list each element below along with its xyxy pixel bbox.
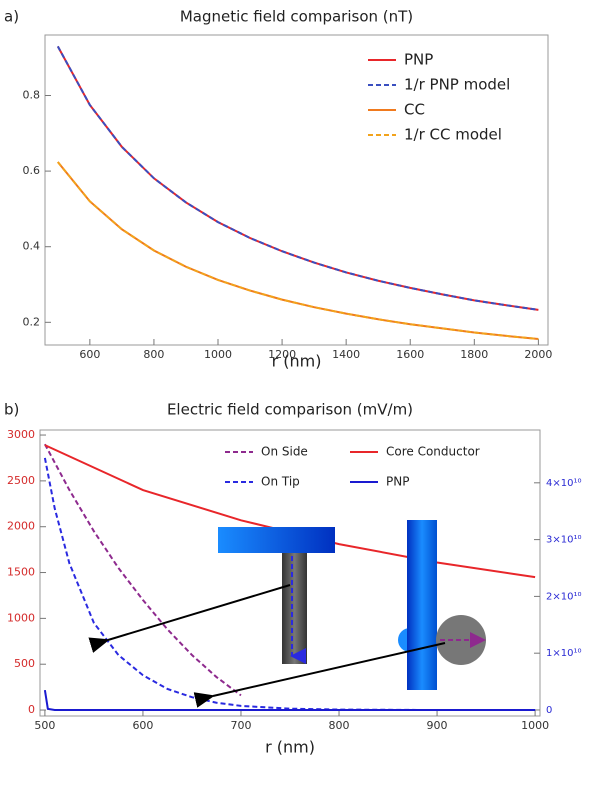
x-tick-label: 800 xyxy=(143,348,164,361)
legend-label: PNP xyxy=(386,475,409,489)
y2-tick-label: 3×10¹⁰ xyxy=(546,535,581,546)
y2-tick-label: 1×10¹⁰ xyxy=(546,648,581,659)
y-tick-label: 3000 xyxy=(7,428,35,441)
y-tick-label: 500 xyxy=(14,657,35,670)
chart-title: Magnetic field comparison (nT) xyxy=(180,8,413,26)
x-axis-label: r (nm) xyxy=(265,738,315,757)
y2-tick-label: 4×10¹⁰ xyxy=(546,478,581,489)
plot-frame xyxy=(44,34,549,346)
y-tick-label: 2500 xyxy=(7,474,35,487)
y-tick-label: 0.8 xyxy=(23,88,41,101)
tip-stem xyxy=(282,553,307,664)
x-tick-label: 2000 xyxy=(524,348,552,361)
legend-label: Core Conductor xyxy=(386,445,480,459)
tip-cap xyxy=(218,527,335,553)
x-tick-label: 1000 xyxy=(521,719,549,732)
legend-label: 1/r CC model xyxy=(404,126,502,144)
legend-label: On Tip xyxy=(261,475,300,489)
x-tick-label: 1000 xyxy=(204,348,232,361)
panel-label: b) xyxy=(4,401,19,419)
legend-label: 1/r PNP model xyxy=(404,76,510,94)
y-tick-label: 2000 xyxy=(7,520,35,533)
pointer-arrow xyxy=(193,642,446,708)
side-cylinder xyxy=(407,520,437,690)
y-tick-label: 0.4 xyxy=(23,240,41,253)
pointer-arrow xyxy=(88,584,291,653)
legend-label: On Side xyxy=(261,445,308,459)
x-tick-label: 1600 xyxy=(396,348,424,361)
x-tick-label: 800 xyxy=(329,719,350,732)
x-tick-label: 1400 xyxy=(332,348,360,361)
y-tick-label: 1500 xyxy=(7,566,35,579)
x-tick-label: 500 xyxy=(34,719,55,732)
y-tick-label: 0 xyxy=(28,703,35,716)
x-tick-label: 600 xyxy=(132,719,153,732)
x-tick-label: 600 xyxy=(79,348,100,361)
panel-label: a) xyxy=(4,8,19,26)
x-tick-label: 900 xyxy=(427,719,448,732)
series-line xyxy=(56,45,539,311)
series-line xyxy=(43,689,536,711)
series-line xyxy=(57,161,539,340)
x-axis-label: r (nm) xyxy=(272,352,322,371)
y-tick-label: 0.2 xyxy=(23,315,41,328)
y2-tick-label: 0 xyxy=(546,705,552,716)
series-line xyxy=(44,443,242,697)
y2-tick-label: 2×10¹⁰ xyxy=(546,591,581,602)
inset-diagram xyxy=(88,520,486,708)
chart-title: Electric field comparison (mV/m) xyxy=(167,401,413,419)
legend-label: CC xyxy=(404,101,425,119)
x-tick-label: 700 xyxy=(230,719,251,732)
series-line xyxy=(57,161,539,340)
y-tick-label: 0.6 xyxy=(23,164,41,177)
legend-label: PNP xyxy=(404,51,433,69)
y-tick-label: 1000 xyxy=(7,611,35,624)
x-tick-label: 1800 xyxy=(460,348,488,361)
x-tick-label: 1200 xyxy=(268,348,296,361)
